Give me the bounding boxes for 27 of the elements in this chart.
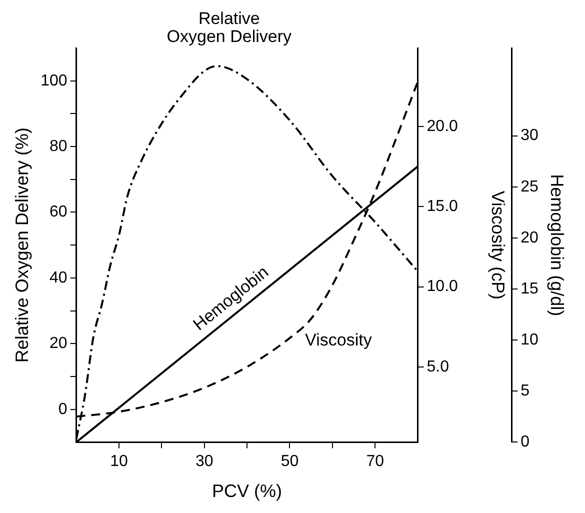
y2-tick-label: 20.0 (426, 118, 458, 135)
y2-axis-title: Viscosity (cP) (488, 190, 508, 300)
y3-tick-label: 25 (520, 178, 538, 196)
x-tick-label: 50 (280, 453, 299, 470)
y2-tick-label: 10.0 (426, 278, 458, 296)
y3-tick-label: 15 (520, 280, 538, 298)
y3-tick-label: 5 (520, 382, 530, 400)
series-label: Viscosity (305, 330, 372, 350)
y-tick-label: 80 (50, 138, 68, 155)
y-tick-label: 20 (50, 335, 68, 352)
y3-tick-label: 30 (520, 127, 538, 144)
y2-tick-label: 5.0 (426, 358, 450, 376)
y-tick-label: 0 (58, 400, 68, 418)
text: Relative Oxygen Delivery (166, 9, 292, 46)
x-tick-label: 70 (366, 453, 384, 470)
x-axis-title: PCV (%) (212, 481, 282, 502)
y-axis-title: Relative Oxygen Delivery (%) (12, 128, 32, 363)
y-tick-label: 60 (50, 204, 68, 221)
y3-tick-label: 20 (520, 229, 538, 246)
x-tick-label: 30 (195, 453, 214, 470)
y3-tick-label: 10 (520, 331, 538, 348)
y2-tick-label: 15.0 (426, 198, 458, 216)
x-tick-label: 10 (110, 453, 128, 470)
y3-axis-title: Hemoglobin (g/dl) (547, 174, 568, 316)
y-tick-label: 100 (40, 72, 68, 90)
y3-tick-label: 0 (520, 434, 530, 451)
y-tick-label: 40 (50, 269, 68, 286)
